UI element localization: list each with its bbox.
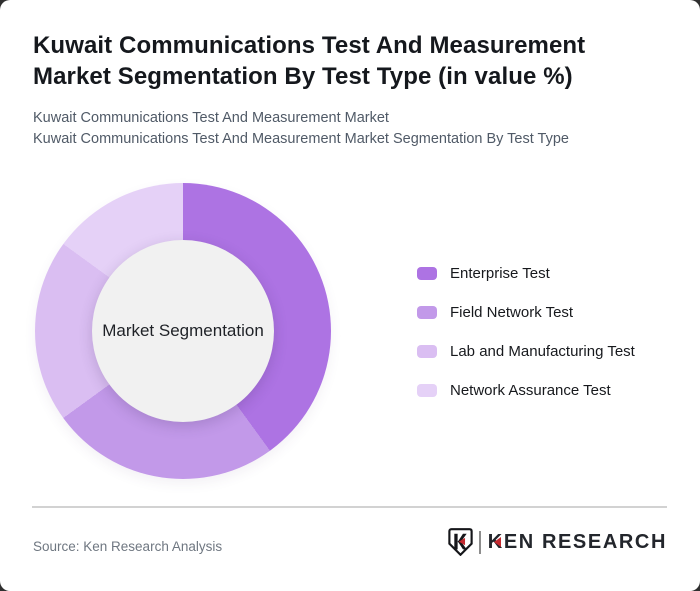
- logo-separator: [478, 530, 481, 554]
- legend-item: Enterprise Test: [417, 264, 635, 282]
- legend-swatch: [417, 383, 437, 397]
- page-title: Kuwait Communications Test And Measureme…: [33, 32, 586, 90]
- donut-center: Market Segmentation: [92, 240, 274, 422]
- legend-label: Field Network Test: [450, 303, 574, 321]
- legend-swatch: [417, 305, 437, 319]
- legend-swatch: [417, 266, 437, 280]
- subtitle-line-2: Kuwait Communications Test And Measureme…: [33, 131, 569, 147]
- legend-label: Lab and Manufacturing Test: [450, 342, 635, 360]
- legend-label: Network Assurance Test: [450, 381, 611, 399]
- ken-research-shield-icon: [448, 528, 473, 556]
- donut-center-label: Market Segmentation: [102, 321, 264, 340]
- logo-wordmark: K EN RESEARCH: [488, 531, 667, 554]
- legend-swatch: [417, 344, 437, 358]
- legend-item: Network Assurance Test: [417, 381, 635, 399]
- source-note: Source: Ken Research Analysis: [33, 539, 223, 554]
- legend-label: Enterprise Test: [450, 264, 550, 282]
- subtitle-line-1: Kuwait Communications Test And Measureme…: [33, 110, 389, 126]
- ken-research-logo: K EN RESEARCH: [448, 528, 667, 556]
- logo-wordmark-rest: EN RESEARCH: [503, 530, 667, 553]
- legend-item: Field Network Test: [417, 303, 635, 321]
- red-triangle-icon: [493, 537, 501, 547]
- donut-chart: Market Segmentation: [35, 183, 331, 479]
- legend-item: Lab and Manufacturing Test: [417, 342, 635, 360]
- chart-legend: Enterprise Test Field Network Test Lab a…: [417, 264, 635, 399]
- subtitle-block: Kuwait Communications Test And Measureme…: [33, 108, 569, 150]
- footer-divider: [32, 506, 667, 508]
- logo-wordmark-k: K: [488, 531, 504, 554]
